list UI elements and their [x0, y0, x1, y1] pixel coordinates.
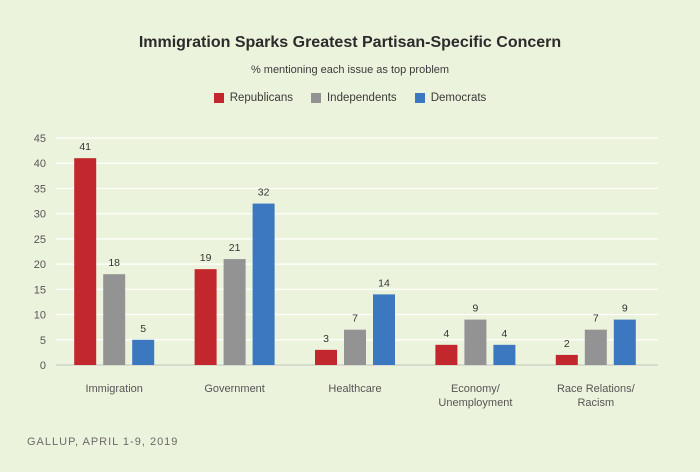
legend-item-republicans: Republicans [213, 92, 293, 104]
legend-swatch-democrats [414, 93, 425, 103]
x-category-label: Race Relations/ [557, 383, 636, 395]
x-category-label: Racism [577, 397, 614, 409]
y-tick-label: 10 [34, 310, 46, 322]
data-label: 32 [258, 187, 270, 199]
y-tick-label: 5 [40, 335, 46, 347]
data-label: 18 [108, 257, 120, 269]
legend-item-independents: Independents [310, 92, 397, 104]
x-category-label: Government [204, 383, 265, 395]
x-category-label: Unemployment [438, 397, 512, 409]
y-tick-label: 30 [34, 209, 46, 221]
data-label: 5 [140, 323, 146, 335]
x-category-label: Immigration [85, 383, 142, 395]
legend-label-independents: Independents [326, 92, 397, 104]
y-tick-label: 0 [40, 360, 46, 372]
x-category-label: Economy/ [451, 383, 501, 395]
y-tick-label: 20 [34, 259, 46, 271]
data-label: 21 [229, 242, 241, 254]
data-label: 7 [593, 313, 599, 325]
bar-democrats [132, 339, 155, 365]
source-note: GALLUP, APRIL 1-9, 2019 [27, 436, 179, 448]
bar-independents [103, 274, 126, 365]
y-tick-label: 40 [34, 158, 46, 170]
bar-independents [344, 329, 366, 365]
chart-title: Immigration Sparks Greatest Partisan-Spe… [138, 34, 562, 51]
bar-independents [464, 319, 487, 365]
legend-swatch-republicans [213, 93, 224, 103]
bar-democrats [252, 203, 275, 365]
data-label: 14 [378, 277, 390, 289]
bar-democrats [613, 319, 636, 365]
bar-democrats [373, 294, 395, 365]
legend: Republicans Independents Democrats [0, 92, 700, 104]
data-label: 7 [352, 313, 358, 325]
bar-independents [584, 329, 607, 365]
y-tick-label: 45 [34, 133, 46, 145]
data-label: 3 [323, 333, 329, 345]
bar-republicans [74, 158, 97, 365]
legend-swatch-independents [310, 93, 321, 103]
y-tick-label: 35 [34, 183, 46, 195]
data-label: 4 [443, 328, 449, 340]
legend-label-republicans: Republicans [229, 92, 293, 104]
y-tick-label: 15 [34, 284, 46, 296]
legend-label-democrats: Democrats [430, 92, 487, 104]
data-label: 9 [472, 303, 478, 315]
bar-republicans [315, 349, 337, 365]
data-label: 4 [501, 328, 507, 340]
bar-republicans [194, 269, 217, 365]
data-label: 2 [564, 338, 570, 350]
legend-item-democrats: Democrats [414, 92, 487, 104]
data-label: 19 [200, 252, 212, 264]
data-label: 41 [79, 141, 91, 153]
bar-independents [223, 259, 246, 365]
data-label: 9 [622, 303, 628, 315]
bar-republicans [435, 344, 458, 365]
x-category-label: Healthcare [328, 383, 381, 395]
y-tick-label: 25 [34, 234, 46, 246]
chart-subtitle: % mentioning each issue as top problem [250, 64, 450, 76]
bar-democrats [493, 344, 516, 365]
bar-republicans [555, 354, 578, 365]
